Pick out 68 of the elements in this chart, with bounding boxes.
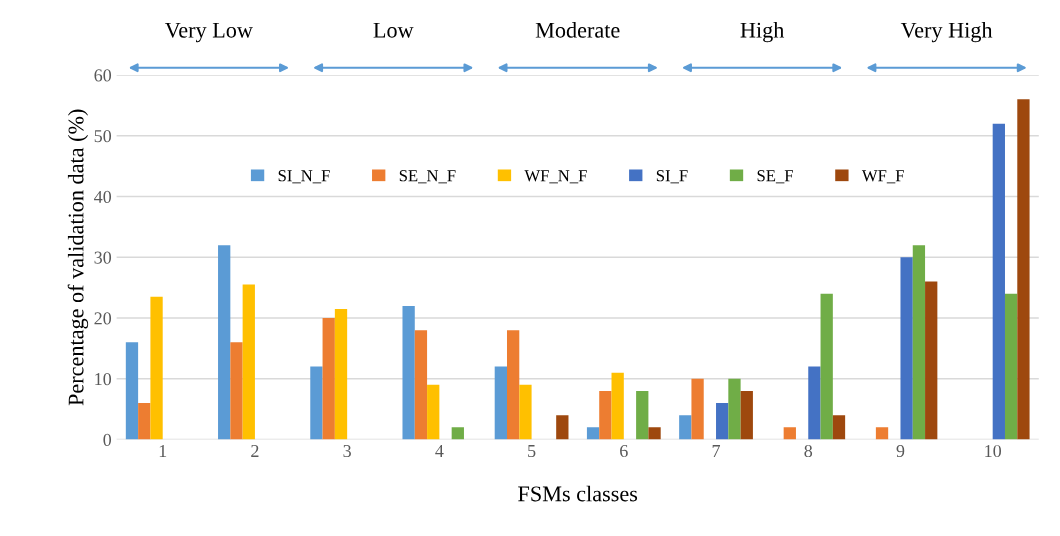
x-tick-label: 9 [896, 444, 905, 458]
y-tick-label: 20 [94, 312, 112, 325]
x-tick-label: 7 [712, 445, 721, 457]
bar [611, 372, 624, 440]
bar [925, 281, 938, 440]
x-axis-title: FSMs classes [518, 485, 638, 502]
bar [494, 366, 507, 440]
bar [728, 378, 741, 440]
x-tick-label: 1 [159, 444, 167, 457]
bar [875, 427, 889, 440]
y-axis-title: Percentage of validation data (%) [67, 109, 89, 406]
legend-label: SE_N_F [399, 170, 456, 184]
x-tick-label: 2 [251, 444, 259, 457]
bar [716, 403, 729, 440]
y-tick-label: 10 [95, 373, 112, 386]
bar [740, 390, 753, 440]
bar [992, 123, 1005, 440]
bar [586, 427, 600, 440]
bar [691, 378, 704, 440]
bar [783, 427, 796, 440]
text: Moderate [535, 22, 620, 38]
bar [900, 257, 913, 440]
x-tick-label: 5 [528, 445, 536, 458]
bar [820, 293, 833, 440]
legend-label: WF_N_F [524, 170, 587, 184]
y-tick-label: 50 [94, 130, 112, 143]
x-tick-label: 4 [435, 445, 444, 457]
bar [1004, 293, 1018, 440]
bar [636, 390, 649, 440]
legend-label: SE_F [757, 170, 793, 184]
text: High [740, 22, 785, 43]
bar [648, 427, 661, 440]
bar [310, 366, 323, 440]
y-tick-label: 30 [94, 251, 112, 264]
bar [832, 415, 846, 440]
bar [599, 390, 612, 440]
y-tick-label: 40 [94, 190, 112, 203]
bar [150, 296, 163, 440]
bar [808, 366, 821, 440]
x-tick-label: 3 [343, 444, 351, 458]
bar [519, 384, 532, 440]
bar [912, 245, 926, 440]
bar [138, 403, 151, 440]
bar [556, 415, 569, 440]
legend-label: WF_F [861, 170, 904, 184]
y-tick-label: 60 [94, 69, 112, 82]
legend-label: SI_F [656, 170, 688, 184]
bar [1017, 99, 1030, 440]
bar [334, 308, 348, 440]
bar [218, 245, 231, 440]
x-tick-label: 8 [804, 444, 813, 458]
legend-label: SI_N_F [278, 170, 330, 184]
bar [230, 342, 243, 440]
bar [125, 342, 139, 440]
bar [507, 330, 520, 440]
bar [414, 330, 428, 440]
bar [322, 318, 335, 440]
text: Low [373, 22, 414, 38]
text: Very High [900, 22, 993, 43]
bar [242, 284, 255, 440]
x-tick-label: 6 [620, 444, 628, 458]
bar [427, 384, 440, 440]
y-tick-label: 0 [103, 433, 112, 446]
bar [451, 427, 464, 440]
bar [402, 305, 415, 440]
text: Very Low [164, 22, 253, 43]
x-tick-label: 10 [985, 444, 1002, 458]
bar [679, 415, 692, 440]
